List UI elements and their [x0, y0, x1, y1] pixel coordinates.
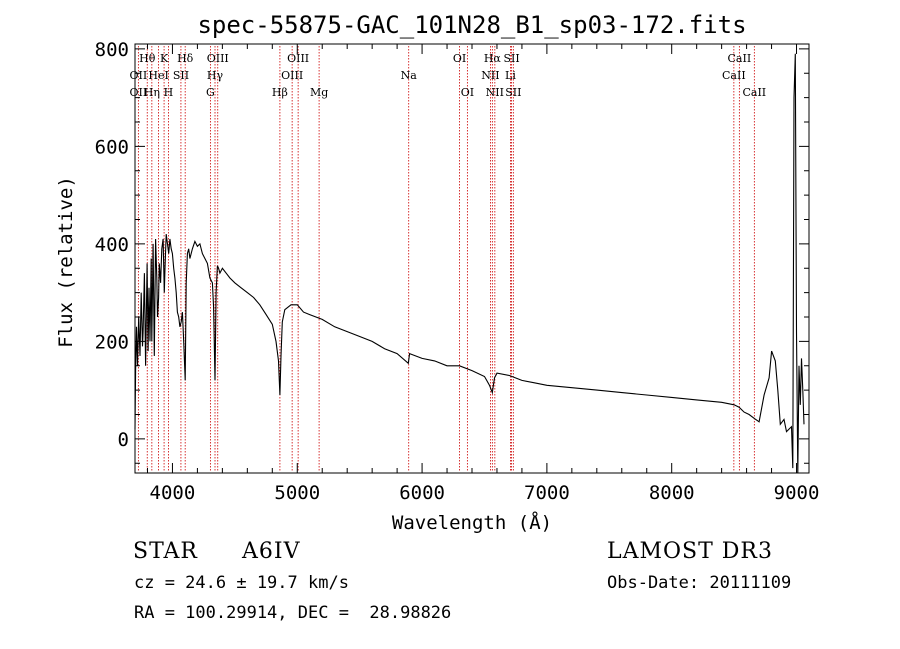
line-label: K	[160, 52, 169, 65]
x-axis-label: Wavelength (Å)	[392, 511, 552, 534]
line-label: CaII	[722, 69, 746, 82]
x-tick-label: 7000	[524, 482, 570, 504]
line-label: HeI	[148, 69, 168, 82]
y-tick-label: 400	[95, 234, 129, 256]
line-label: G	[206, 86, 215, 99]
observation-date: Obs-Date: 20111109	[607, 573, 792, 593]
line-label: Hθ	[139, 52, 156, 65]
x-tick-label: 5000	[274, 482, 320, 504]
x-tick-label: 9000	[774, 482, 820, 504]
line-label: Hγ	[207, 69, 224, 82]
line-label: Mg	[310, 86, 328, 99]
line-label: OII	[130, 69, 148, 82]
line-label: OII	[130, 86, 148, 99]
line-label: SII	[503, 52, 519, 65]
line-label: Hα	[484, 52, 502, 65]
chart-title: spec-55875-GAC_101N28_B1_sp03-172.fits	[197, 11, 746, 39]
spectral-line-labels: OII OII Hθ Hη HeI K H SII Hδ G Hγ OIII Hβ OIII OIII Mg N…	[130, 52, 767, 99]
line-label: Hη	[144, 86, 160, 99]
line-label: Hβ	[272, 86, 288, 99]
line-label: CaII	[728, 52, 752, 65]
line-label: OIII	[207, 52, 229, 65]
survey-name: LAMOST DR3	[607, 539, 773, 564]
spectral-line-markers	[137, 46, 755, 472]
line-label: Hδ	[177, 52, 194, 65]
y-tick-label: 200	[95, 331, 129, 353]
y-tick-label: 0	[118, 429, 129, 451]
y-axis: 0 200 400 600 800	[95, 39, 809, 464]
object-subclass: A6IV	[242, 539, 301, 564]
line-label: Li	[505, 69, 516, 82]
spectrum-line	[134, 53, 805, 474]
x-axis: 4000 5000 6000 7000 8000 9000	[146, 44, 820, 504]
line-label: H	[164, 86, 174, 99]
spectrum-series	[134, 53, 805, 474]
line-label: SII	[505, 86, 521, 99]
line-label: Na	[401, 69, 418, 82]
line-label: OI	[453, 52, 466, 65]
y-tick-label: 800	[95, 39, 129, 61]
object-class: STAR	[133, 539, 198, 564]
y-axis-label: Flux (relative)	[55, 176, 77, 348]
line-label: SII	[173, 69, 189, 82]
x-tick-label: 6000	[399, 482, 445, 504]
line-label: OIII	[281, 69, 303, 82]
line-label: NII	[486, 86, 504, 99]
x-tick-label: 4000	[150, 482, 196, 504]
x-tick-label: 8000	[649, 482, 695, 504]
line-label: OI	[461, 86, 474, 99]
redshift-text: cz = 24.6 ± 19.7 km/s	[134, 573, 349, 593]
spectrum-chart: spec-55875-GAC_101N28_B1_sp03-172.fits O…	[55, 11, 820, 534]
line-label: CaII	[742, 86, 766, 99]
plot-frame	[134, 43, 810, 474]
coordinates-text: RA = 100.29914, DEC = 28.98826	[134, 603, 452, 623]
line-label: OIII	[287, 52, 309, 65]
y-tick-label: 600	[95, 136, 129, 158]
line-label: NII	[481, 69, 499, 82]
